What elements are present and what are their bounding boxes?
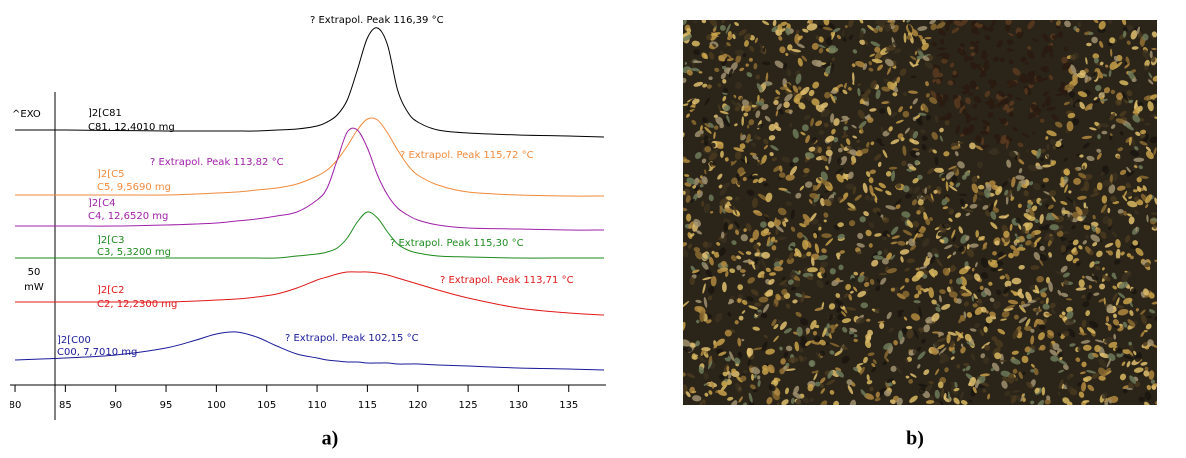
micrograph-texture [898,330,903,341]
sample-label: C81, 12,4010 mg [88,122,175,133]
micrograph-texture [690,277,695,285]
scale-bar-value: 50 [28,267,41,278]
x-tick-label: 85 [59,400,72,411]
micrograph-texture [864,276,868,281]
peak-label: ? Extrapol. Peak 116,39 °C [310,15,444,26]
micrograph-texture [1046,144,1050,151]
micrograph-texture [704,135,709,146]
series-name: ]2[C4 [88,198,116,209]
x-tick-label: 110 [308,400,327,411]
micrograph-texture [709,76,713,80]
sample-label: C3, 5,3200 mg [97,247,171,258]
exo-label: ^EXO [12,109,41,120]
micrograph-texture [1049,224,1059,230]
dsc-curve [15,28,604,137]
caption: a) [322,428,339,450]
series-name: ]2[C00 [57,335,91,346]
x-tick-label: 135 [559,400,578,411]
micrograph-texture [686,214,691,222]
micrograph-texture [1086,43,1092,46]
x-tick-label: 105 [257,400,276,411]
x-tick-label: 80 [9,400,22,411]
sample-label: C4, 12,6520 mg [88,211,168,222]
micrograph [679,15,1162,411]
micrograph-texture [802,124,809,131]
micrograph-texture [837,158,842,165]
peak-label: ? Extrapol. Peak 113,71 °C [440,275,574,286]
scale-bar-unit: mW [24,282,44,293]
x-tick-label: 130 [509,400,528,411]
x-tick-label: 120 [408,400,427,411]
micrograph-texture [1083,345,1092,351]
peak-label: ? Extrapol. Peak 113,82 °C [150,157,284,168]
x-tick-label: 115 [358,400,377,411]
micrograph-texture [1102,195,1107,203]
micrograph-texture [757,260,760,264]
series-name: ]2[C81 [88,108,122,119]
series-name: ]2[C2 [97,285,125,296]
x-tick-label: 125 [459,400,478,411]
sample-label: C00, 7,7010 mg [57,347,137,358]
dsc-plot: ^EXO 50 mW 80 85 90 95 100 105 110 115 120 125 130… [9,15,606,420]
micrograph-texture [906,326,912,329]
series-name: ]2[C3 [97,235,125,246]
caption: b) [906,428,924,450]
x-tick-label: 100 [207,400,226,411]
figure: ^EXO 50 mW 80 85 90 95 100 105 110 115 120 125 130… [0,0,1186,454]
x-tick-label: 95 [160,400,173,411]
sample-label: C5, 9,5690 mg [97,182,171,193]
peak-label: ? Extrapol. Peak 102,15 °C [285,333,419,344]
page: {"chart_data": {"type": "line", "exo_lab… [0,0,1186,454]
peak-label: ? Extrapol. Peak 115,72 °C [400,150,534,161]
sample-label: C2, 12,2300 mg [97,299,177,310]
series-name: ]2[C5 [97,169,125,180]
x-tick-label: 90 [109,400,122,411]
peak-label: ? Extrapol. Peak 115,30 °C [390,238,524,249]
